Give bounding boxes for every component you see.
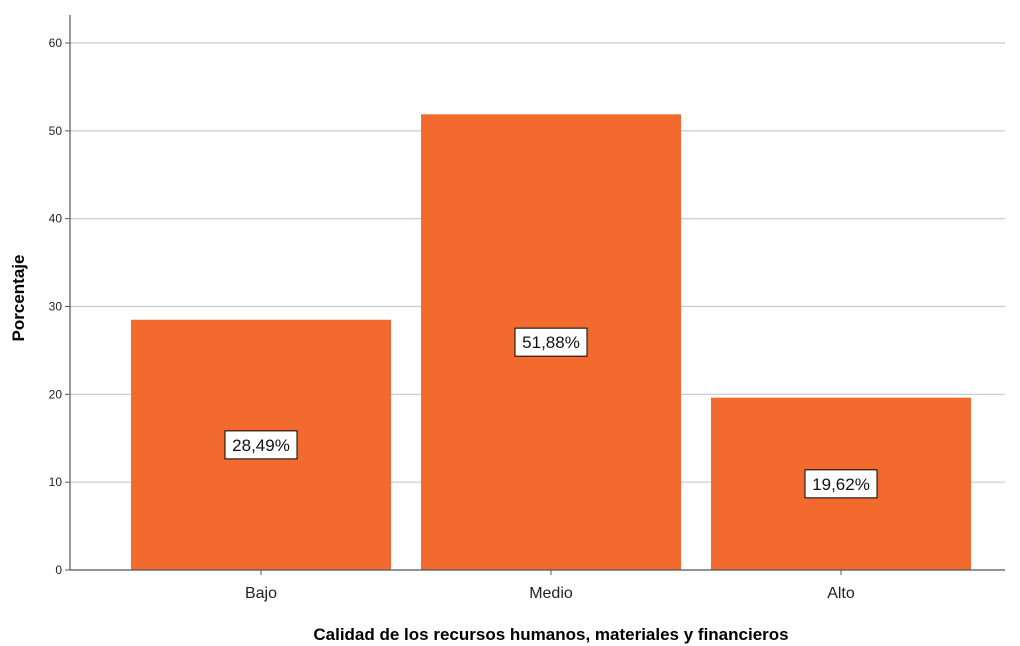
y-tick-label: 50 [49,124,63,138]
data-label: 19,62% [812,475,870,494]
data-label-box [224,430,298,460]
data-label-box [514,327,588,357]
y-tick-label: 10 [49,475,63,489]
y-tick-labels: 0 10 20 30 40 50 60 [49,36,63,577]
data-label-box [804,469,878,499]
y-tick-label: 0 [55,563,62,577]
x-tick-label: Bajo [245,585,277,602]
x-axis-title: Calidad de los recursos humanos, materia… [313,625,788,644]
y-tick-label: 40 [49,212,63,226]
data-labels: 28,49% 51,88% 19,62% [224,327,878,499]
data-label: 51,88% [522,333,580,352]
axes [69,15,1005,571]
x-tick-label: Alto [827,585,855,602]
y-axis-title: Porcentaje [9,255,28,342]
y-tick-label: 20 [49,387,63,401]
y-tick-label: 60 [49,36,63,50]
x-tick-labels: Bajo Medio Alto [245,570,855,602]
y-tick-label: 30 [49,300,63,314]
x-tick-label: Medio [529,585,573,602]
data-label: 28,49% [232,436,290,455]
